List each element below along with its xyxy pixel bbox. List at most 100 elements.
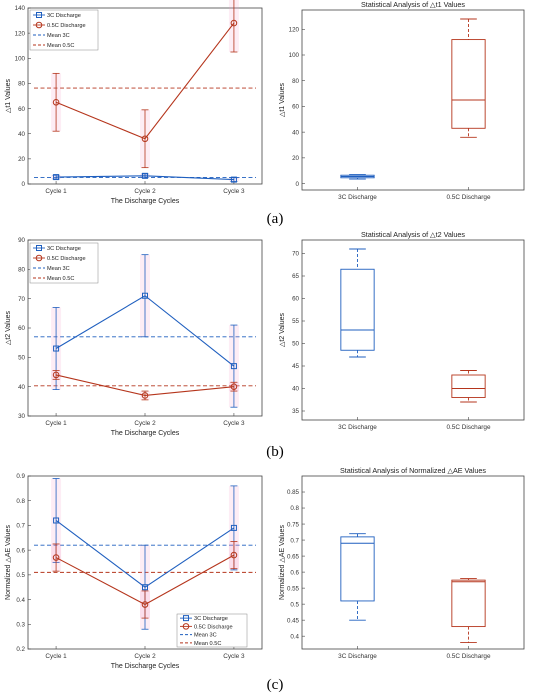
a-right-xtick-label: 3C Discharge (338, 194, 377, 201)
chart-c-right: 0.4 0.45 0.5 0.55 0.6 0.65 0.7 0.75 0.8 0.85 3C Di… (279, 466, 525, 660)
a-left-legend-item: Mean 3C (33, 33, 70, 39)
panel-label-b: (b) (266, 444, 284, 460)
a-left-series-1 (51, 0, 239, 169)
c-left-point (142, 584, 148, 591)
c-right-ytick-label: 0.55 (287, 585, 300, 592)
a-right-ytick-label: 60 (292, 104, 299, 111)
c-left-series-line (55, 554, 235, 606)
a-left-xtick-label: Cycle 2 (134, 188, 156, 195)
a-left-legend-marker (35, 21, 43, 29)
c-right-ytick-label: 0.65 (287, 553, 300, 560)
chart-a-right: 0 20 40 60 80 100 120 3C Discharge 0.5C Discharg… (279, 0, 525, 201)
c-right-xtick-label: 3C Discharge (338, 653, 377, 660)
a-left-xlabel: The Discharge Cycles (111, 198, 180, 205)
c-left-ytick-label: 0.6 (16, 547, 25, 554)
c-right-ylabel: Normalized △AE Values (279, 525, 286, 600)
a-left-legend-item: Mean 0.5C (33, 43, 74, 49)
a-left-legend-marker (36, 12, 42, 18)
b-left-point (52, 371, 60, 379)
a-left-legend-label: Mean 3C (47, 33, 70, 39)
c-right-ytick-label: 0.4 (290, 633, 299, 640)
c-right-ytick-label: 0.6 (290, 569, 299, 576)
b-right-ylabel: △t2 Values (279, 312, 286, 347)
c-right-box-iqr (451, 579, 486, 628)
b-left-point (230, 383, 238, 390)
c-left-ytick-label: 0.4 (16, 597, 25, 604)
c-right-box-1 (451, 578, 486, 644)
b-left-ytick-label: 30 (18, 413, 25, 420)
a-left-ytick-label: 60 (18, 106, 25, 113)
b-left-series-1 (51, 370, 239, 401)
a-right-axes-box (301, 9, 525, 191)
a-right-xtick-label: 0.5C Discharge (446, 194, 490, 201)
c-left-ytick-label: 0.9 (16, 473, 25, 480)
c-left-ytick-label: 0.8 (16, 498, 25, 505)
c-left-legend-label: 0.5C Discharge (194, 624, 233, 630)
c-right-box-iqr (340, 536, 375, 602)
a-left-ytick-label: 20 (18, 156, 25, 163)
b-right-ytick-label: 60 (292, 296, 299, 303)
c-left-xtick-label: Cycle 1 (45, 653, 67, 660)
a-right-title: Statistical Analysis of △t1 Values (361, 0, 465, 9)
c-right-ytick-label: 0.85 (287, 489, 300, 496)
b-left-ytick-label: 70 (18, 296, 25, 303)
b-right-xtick-label: 0.5C Discharge (446, 424, 490, 431)
a-left-xtick-label: Cycle 1 (45, 188, 67, 195)
b-left-legend-label: 3C Discharge (47, 246, 81, 252)
a-right-ytick-label: 0 (296, 181, 300, 188)
b-left-legend-label: Mean 0.5C (47, 276, 74, 282)
c-left-legend-item: Mean 3C (180, 633, 217, 639)
c-left-point (141, 601, 149, 608)
a-left-ytick-label: 40 (18, 131, 25, 138)
b-left-point (142, 292, 148, 299)
b-left-legend: 3C Discharge 0.5C Discharge Mean 3C Mean 0.… (29, 242, 99, 284)
a-left-point (141, 135, 149, 143)
b-left-xtick-label: Cycle 3 (223, 420, 245, 427)
c-left-legend-label: Mean 0.5C (194, 641, 221, 647)
b-left-point (53, 345, 60, 352)
a-left-series-line (56, 175, 234, 181)
b-left-ytick-label: 60 (18, 325, 25, 332)
a-left-legend-label: Mean 0.5C (47, 43, 74, 49)
b-right-title: Statistical Analysis of △t2 Values (361, 230, 465, 239)
b-left-xlabel: The Discharge Cycles (111, 430, 180, 437)
chart-b-left: 30 40 50 60 70 80 90 Cycle 1 Cycle 2 Cycle 3 The D… (5, 237, 263, 437)
c-right-ytick-label: 0.8 (290, 505, 299, 512)
c-left-series-line (55, 520, 235, 588)
a-right-ytick-label: 80 (292, 78, 299, 85)
b-right-axes-box (301, 239, 525, 421)
c-left-point (230, 551, 238, 559)
c-right-axes-box (301, 475, 525, 650)
a-left-legend-label: 3C Discharge (47, 13, 81, 19)
a-right-ytick-label: 120 (289, 26, 300, 33)
b-left-ytick-label: 90 (18, 237, 25, 244)
b-left-legend-item: Mean 0.5C (33, 276, 74, 282)
b-left-series-line (55, 295, 235, 367)
panel-label-a: (a) (267, 211, 284, 227)
b-left-legend-item: 0.5C Discharge (33, 254, 86, 262)
b-left-ylabel: △t2 Values (5, 310, 12, 345)
c-left-legend-item: 0.5C Discharge (180, 623, 233, 630)
a-right-ytick-label: 100 (289, 52, 300, 59)
a-left-ytick-label: 80 (18, 81, 25, 88)
a-left-ytick-label: 100 (15, 55, 26, 62)
c-left-xlabel: The Discharge Cycles (111, 663, 180, 670)
chart-c-left: 0.2 0.3 0.4 0.5 0.6 0.7 0.8 0.9 Cycle 1 Cycle 2 Cy… (5, 473, 263, 670)
a-left-legend-item: 0.5C Discharge (33, 21, 86, 29)
b-right-ytick-label: 65 (292, 273, 299, 280)
b-right-box-iqr (340, 268, 375, 351)
chart-b-right: 35 40 45 50 55 60 65 70 3C Discharge 0.5C Dischar… (279, 230, 525, 431)
b-left-ytick-label: 80 (18, 267, 25, 274)
c-left-series-1 (51, 541, 239, 619)
a-right-box-iqr (451, 39, 486, 129)
a-left-point (230, 176, 237, 183)
c-left-legend-item: Mean 0.5C (180, 641, 221, 647)
c-right-ytick-label: 0.5 (290, 601, 299, 608)
a-left-ytick-label: 0 (22, 181, 26, 188)
b-left-legend-item: Mean 3C (33, 266, 70, 272)
b-right-ytick-label: 50 (292, 341, 299, 348)
a-left-ytick-label: 140 (15, 5, 26, 12)
c-right-title: Statistical Analysis of Normalized △AE V… (340, 466, 486, 475)
c-left-ylabel: Normalized △AE Values (5, 525, 12, 600)
